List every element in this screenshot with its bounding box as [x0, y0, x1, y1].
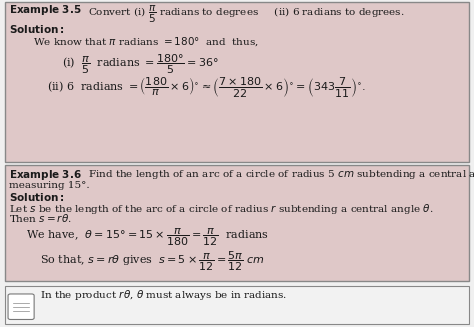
Text: Then $s = r\theta$.: Then $s = r\theta$.	[9, 212, 72, 224]
Text: Convert (i) $\dfrac{\pi}{5}$ radians to degrees     (ii) 6 radians to degrees.: Convert (i) $\dfrac{\pi}{5}$ radians to …	[88, 3, 404, 25]
Text: $\mathbf{Example\ 3.5}$: $\mathbf{Example\ 3.5}$	[9, 3, 82, 17]
FancyBboxPatch shape	[8, 294, 34, 319]
Text: $\mathbf{Example\ 3.6}$: $\mathbf{Example\ 3.6}$	[9, 168, 82, 182]
Text: measuring 15°.: measuring 15°.	[9, 181, 90, 190]
Text: (i)  $\dfrac{\pi}{5}$  radians $= \dfrac{180°}{5} = 36°$: (i) $\dfrac{\pi}{5}$ radians $= \dfrac{1…	[62, 52, 219, 76]
Text: We have,  $\theta = 15° = 15 \times \dfrac{\pi}{180} = \dfrac{\pi}{12}$  radians: We have, $\theta = 15° = 15 \times \dfra…	[26, 226, 269, 248]
Text: Find the length of an arc of a circle of radius 5 $cm$ subtending a central angl: Find the length of an arc of a circle of…	[88, 168, 474, 181]
Text: Let $s$ be the length of the arc of a circle of radius $r$ subtending a central : Let $s$ be the length of the arc of a ci…	[9, 202, 434, 216]
FancyBboxPatch shape	[5, 2, 469, 162]
FancyBboxPatch shape	[5, 165, 469, 281]
Text: So that, $s = r\theta$ gives  $s = 5 \times \dfrac{\pi}{12} = \dfrac{5\pi}{12}$ : So that, $s = r\theta$ gives $s = 5 \tim…	[40, 249, 265, 273]
FancyBboxPatch shape	[5, 286, 469, 324]
Text: (ii) 6  radians $= \left(\dfrac{180}{\pi} \times 6\right)^{\circ} \approx \left(: (ii) 6 radians $= \left(\dfrac{180}{\pi}…	[47, 75, 366, 99]
Text: We know that $\pi$ radians $= 180°$  and  thus,: We know that $\pi$ radians $= 180°$ and …	[33, 35, 259, 48]
Text: In the product $r\theta$, $\theta$ must always be in radians.: In the product $r\theta$, $\theta$ must …	[40, 288, 287, 302]
Text: $\mathbf{Solution:}$: $\mathbf{Solution:}$	[9, 23, 65, 35]
Text: $\mathbf{Solution:}$: $\mathbf{Solution:}$	[9, 191, 65, 203]
